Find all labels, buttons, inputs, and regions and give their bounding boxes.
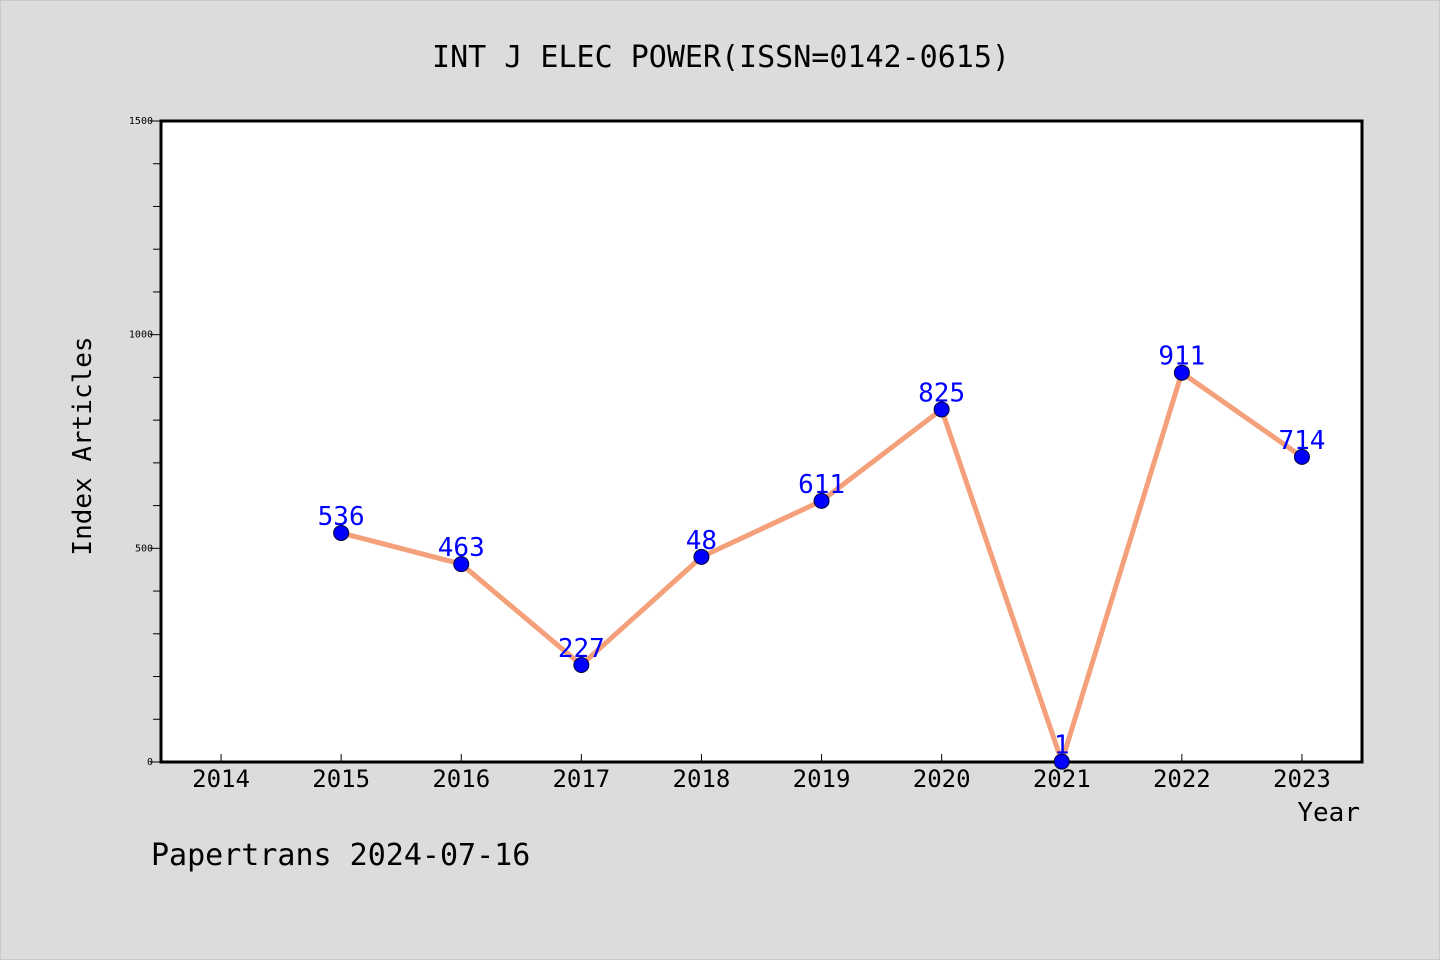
y-tick-label: 500 — [135, 543, 153, 554]
data-point — [1293, 448, 1310, 465]
data-point — [1053, 753, 1070, 770]
plot-area — [159, 119, 1364, 764]
data-label: 1 — [1054, 731, 1070, 761]
x-axis: 2014 2015 2016 2017 2018 2019 2020 2021 2022 2023 — [192, 754, 1331, 793]
x-tick-label: 2014 — [192, 765, 250, 793]
x-tick-label: 2016 — [432, 765, 490, 793]
y-axis: 0 500 1000 1500 — [129, 116, 161, 768]
y-tick-label: 1000 — [129, 330, 153, 341]
x-tick-label: 2021 — [1033, 765, 1091, 793]
y-tick-label: 1500 — [129, 116, 153, 127]
x-tick-label: 2018 — [673, 765, 731, 793]
data-point — [453, 556, 470, 573]
data-label: 227 — [558, 634, 605, 664]
y-axis-label: Index Articles — [68, 336, 98, 555]
x-tick-label: 2020 — [913, 765, 971, 793]
data-label: 911 — [1158, 342, 1205, 372]
data-label: 48 — [686, 526, 717, 556]
x-tick-label: 2017 — [552, 765, 610, 793]
x-tick-label: 2023 — [1273, 765, 1331, 793]
data-point — [933, 401, 950, 418]
data-point — [813, 492, 830, 509]
data-point — [333, 524, 350, 541]
x-tick-label: 2022 — [1153, 765, 1211, 793]
chart-title: INT J ELEC POWER(ISSN=0142-0615) — [432, 40, 1010, 75]
data-point — [573, 656, 590, 673]
data-label: 825 — [918, 378, 965, 408]
data-point — [693, 548, 710, 565]
data-label: 611 — [798, 470, 845, 500]
y-tick-label: 0 — [147, 757, 153, 768]
x-axis-label: Year — [1297, 798, 1360, 828]
x-tick-label: 2015 — [312, 765, 370, 793]
data-point — [1173, 364, 1190, 381]
footer-text: Papertrans 2024-07-16 — [151, 838, 530, 873]
data-label: 463 — [438, 533, 485, 563]
data-label: 714 — [1278, 426, 1325, 456]
x-tick-label: 2019 — [793, 765, 851, 793]
series-layer: 536 463 227 48 611 825 1 911 714 — [318, 342, 1325, 770]
data-label: 536 — [318, 502, 365, 532]
